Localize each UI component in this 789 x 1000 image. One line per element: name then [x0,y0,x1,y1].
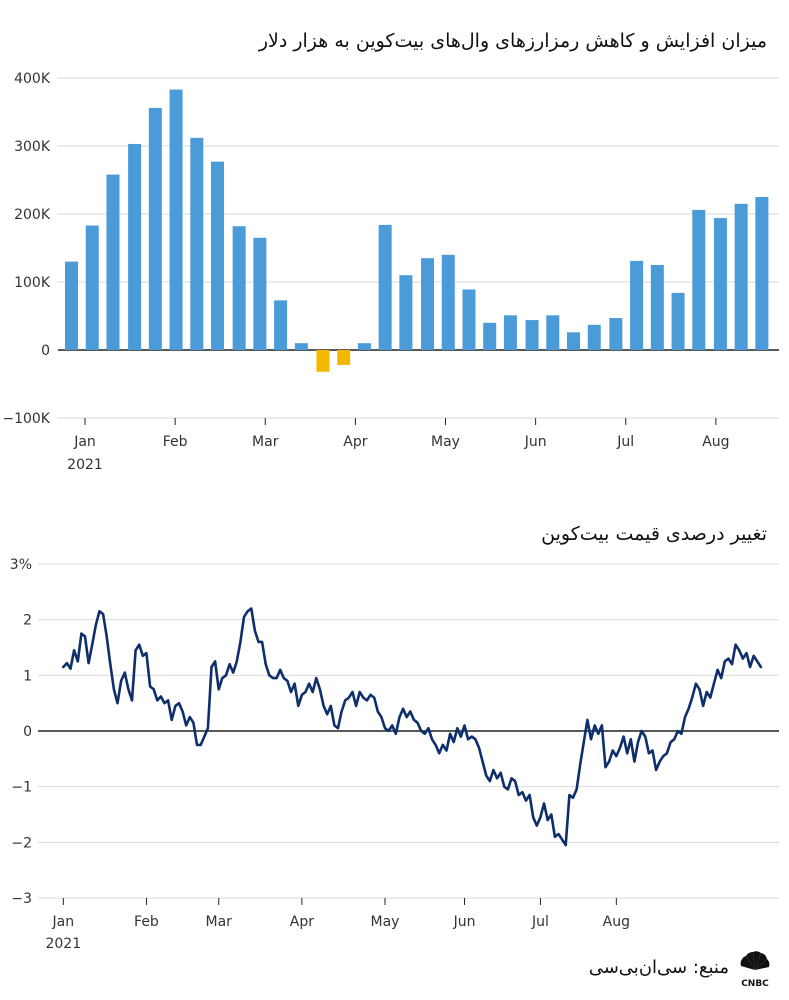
bar-chart-title: میزان افزایش و کاهش رمزارزهای وال‌های بی… [258,30,767,52]
x-tick-label: May [431,434,460,450]
x-tick-label: Jun [453,914,476,930]
year-label: 2021 [67,457,103,473]
bar [483,322,497,350]
y-tick-label: 0 [41,343,50,359]
bar [316,350,330,372]
x-tick-label: Jun [524,434,547,450]
whale-flow-bar-chart: −100K 0 100K 200K 300K 400K Jan Feb Mar Apr May Jun… [2,71,779,473]
bar [337,350,351,365]
y-tick-label: −3 [11,891,32,907]
line-chart-title: تغییر درصدی قیمت بیت‌کوین [541,523,767,545]
bar [357,343,371,350]
bar [253,237,267,350]
bar [713,218,727,350]
bar [630,260,644,350]
y-tick-label: 400K [14,71,51,87]
x-tick-label: Apr [343,434,367,450]
x-tick-label: Aug [603,914,630,930]
bar [462,289,476,350]
bar [546,315,560,350]
x-tick-label: Feb [134,914,159,930]
bar [421,258,435,350]
bar [441,254,455,350]
bar [650,265,664,350]
x-tick-label: Aug [702,434,729,450]
x-tick-label: Mar [252,434,279,450]
x-tick-label: Jul [531,914,549,930]
bar [232,226,246,350]
y-tick-label: 3% [10,557,32,573]
bar [755,197,769,350]
bar [128,143,142,350]
y-tick-label: 300K [14,139,51,155]
x-tick-label: Jan [52,914,75,930]
bar [567,332,581,350]
x-tick-label: Jul [616,434,634,450]
source-text: منبع: سی‌ان‌بی‌سی [588,957,729,978]
y-tick-label: 0 [23,724,32,740]
bar [106,174,120,350]
bar [503,315,517,350]
bar [399,275,413,350]
bar [190,137,204,350]
y-tick-label: −2 [11,835,32,851]
y-tick-label: −1 [11,780,32,796]
x-tick-label: Apr [290,914,314,930]
bar [734,203,748,350]
bar [294,343,308,350]
cnbc-peacock-logo: CNBC [740,951,770,989]
x-tick-label: Mar [206,914,233,930]
y-tick-label: 200K [14,207,51,223]
bar [587,324,601,350]
x-tick-label: May [371,914,400,930]
bar [692,209,706,350]
bar [211,161,225,350]
year-label: 2021 [45,936,81,950]
bar [609,318,623,350]
x-tick-label: Jan [73,434,96,450]
y-tick-label: 100K [14,275,51,291]
bar [274,300,288,350]
y-tick-label: 1 [23,668,32,684]
bar [671,292,685,350]
price-line [61,607,763,847]
price-change-line-chart: −3 −2 −1 0 1 2 3% Jan Feb Mar Apr May Jun Jul Aug 2021 [10,557,779,950]
y-tick-label: −100K [2,411,50,427]
bar [148,107,162,350]
y-tick-label: 2 [23,613,32,629]
bar [378,224,392,350]
bar [169,89,183,350]
bar [65,261,79,350]
bar [525,320,539,350]
bar [85,225,99,350]
cnbc-logo-text: CNBC [741,979,769,989]
x-tick-label: Feb [163,434,188,450]
